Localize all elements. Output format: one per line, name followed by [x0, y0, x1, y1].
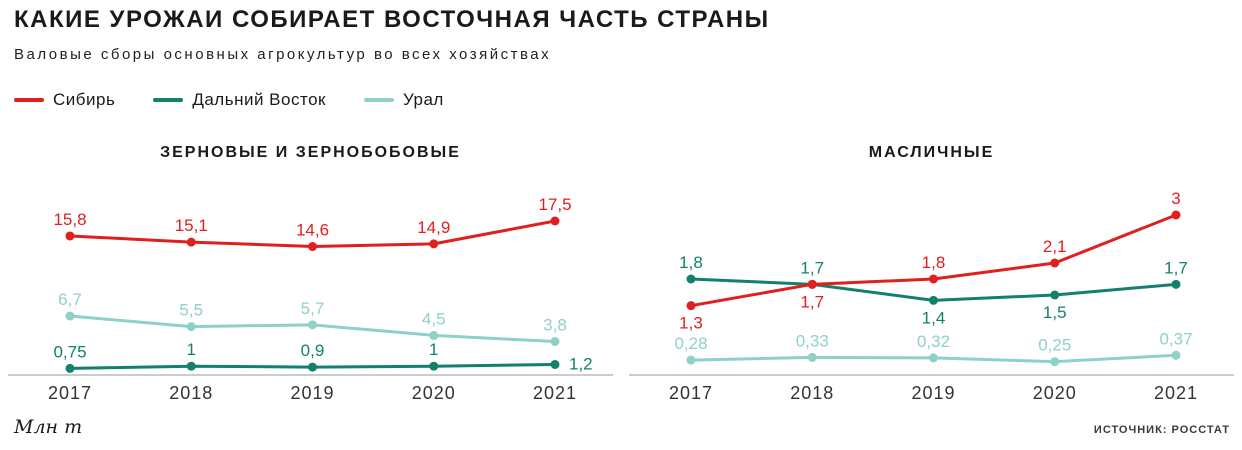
data-label: 5,7 [301, 299, 325, 318]
chart-panel-grains: ЗЕРНОВЫЕ И ЗЕРНОБОБОВЫЕ 2017 2018 2019 2020… [0, 140, 621, 404]
data-label: 0,75 [53, 342, 86, 361]
chart-title-grains: ЗЕРНОВЫЕ И ЗЕРНОБОБОВЫЕ [160, 144, 461, 161]
page-subtitle: Валовые сборы основных агрокультур во вс… [14, 46, 552, 63]
legend-swatch-ural [363, 98, 394, 102]
data-point [807, 352, 817, 362]
legend-label: Сибирь [53, 90, 116, 109]
data-label: 3,8 [543, 316, 567, 335]
x-tick-label: 2020 [412, 383, 456, 403]
x-tick-label: 2018 [790, 383, 834, 403]
data-label: 1 [187, 340, 196, 359]
legend-label: Урал [402, 90, 444, 109]
data-point [65, 363, 75, 373]
data-label: 1,7 [800, 292, 824, 311]
data-point [308, 362, 317, 372]
data-label: 1,5 [1043, 303, 1067, 322]
line-chart-grains: 2017 2018 2019 2020 2021 6,7 5,5 5,7 4,5 3,8 0,75 1… [8, 195, 613, 403]
data-point [929, 295, 938, 305]
data-label: 0,33 [796, 331, 829, 350]
data-label: 1 [429, 340, 438, 359]
data-point [429, 361, 439, 371]
data-point [308, 320, 317, 330]
data-point [929, 353, 938, 363]
data-label: 0,32 [917, 332, 950, 351]
data-point [1050, 357, 1060, 367]
data-point [686, 355, 696, 365]
unit-label: Млн т [14, 416, 83, 438]
data-label: 0,28 [674, 334, 707, 353]
data-label: 14,6 [296, 221, 329, 240]
data-point [1171, 350, 1181, 360]
data-point [550, 337, 560, 347]
chart-panel-oilseeds: МАСЛИЧНЫЕ 2017 2018 2019 2020 2021 0,28 0,33 0,… [621, 140, 1242, 404]
data-point [65, 311, 75, 321]
data-point [1050, 258, 1060, 268]
data-point [429, 239, 439, 249]
data-label: 15,1 [175, 216, 208, 235]
data-label: 0,9 [301, 341, 325, 360]
data-point [550, 216, 560, 226]
line-chart-oilseeds: 2017 2018 2019 2020 2021 0,28 0,33 0,32 0,25 0,37… [629, 189, 1234, 403]
legend-item-ural: Урал [363, 90, 444, 110]
data-label: 15,8 [53, 210, 86, 229]
data-label: 1,7 [800, 258, 824, 277]
data-point [308, 242, 317, 252]
charts-row: ЗЕРНОВЫЕ И ЗЕРНОБОБОВЫЕ 2017 2018 2019 2020… [0, 140, 1242, 404]
page-title: КАКИЕ УРОЖАИ СОБИРАЕТ ВОСТОЧНАЯ ЧАСТЬ СТ… [14, 6, 770, 33]
data-label: 3 [1171, 189, 1180, 208]
chart-legend: Сибирь Дальний Восток Урал [14, 90, 444, 110]
data-point [686, 274, 696, 284]
x-tick-label: 2017 [669, 383, 713, 403]
data-label: 5,5 [179, 301, 203, 320]
data-point [186, 237, 196, 247]
data-label: 14,9 [417, 218, 450, 237]
data-point [429, 330, 439, 340]
data-point [807, 279, 817, 289]
chart-title-oilseeds: МАСЛИЧНЫЕ [868, 144, 995, 161]
source-note: ИСТОЧНИК: РОССТАТ [1093, 424, 1230, 436]
x-tick-label: 2019 [911, 383, 955, 403]
data-label: 1,3 [679, 314, 703, 333]
data-point [186, 361, 196, 371]
legend-label: Дальний Восток [192, 90, 326, 109]
data-label: 1,4 [922, 308, 946, 327]
x-tick-label: 2017 [48, 383, 92, 403]
data-label: 1,2 [569, 354, 593, 373]
data-point [1171, 210, 1181, 220]
data-label: 0,25 [1038, 336, 1071, 355]
data-label: 17,5 [538, 195, 571, 214]
data-point [550, 359, 560, 369]
x-tick-label: 2020 [1033, 383, 1077, 403]
data-point [929, 274, 938, 284]
data-point [186, 322, 196, 332]
data-label: 0,37 [1159, 329, 1192, 348]
x-tick-label: 2019 [290, 383, 334, 403]
data-point [1171, 279, 1181, 289]
legend-swatch-far-east [153, 98, 184, 102]
x-tick-label: 2021 [1154, 383, 1198, 403]
data-label: 1,8 [922, 253, 946, 272]
data-point [1050, 290, 1060, 300]
data-label: 2,1 [1043, 237, 1067, 256]
data-point [65, 231, 75, 241]
data-label: 1,7 [1164, 258, 1188, 277]
data-point [686, 301, 696, 311]
x-tick-label: 2018 [169, 383, 213, 403]
legend-swatch-siberia [14, 98, 44, 102]
data-label: 6,7 [58, 290, 82, 309]
legend-item-siberia: Сибирь [14, 90, 115, 110]
data-label: 4,5 [422, 309, 446, 328]
x-tick-label: 2021 [533, 383, 577, 403]
legend-item-far-east: Дальний Восток [153, 90, 326, 110]
data-label: 1,8 [679, 253, 703, 272]
